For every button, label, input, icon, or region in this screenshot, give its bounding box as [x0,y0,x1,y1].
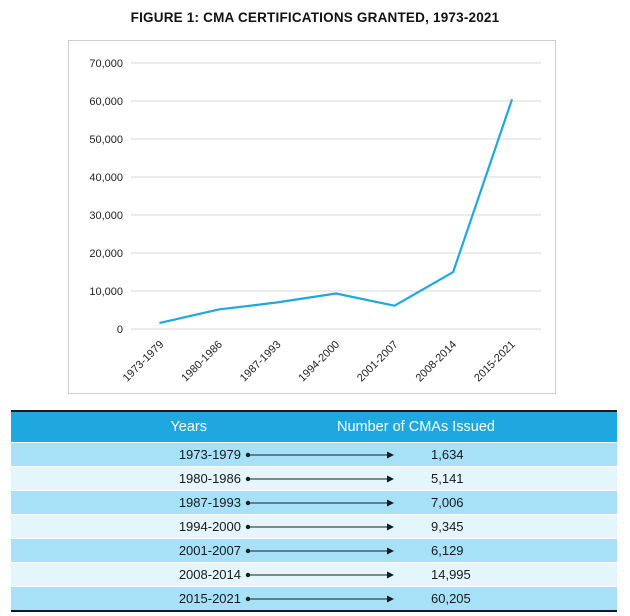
y-tick-label: 50,000 [89,134,123,146]
x-tick-label: 2008-2014 [414,339,460,385]
table-row: 2015-2021 60,205 [11,586,617,612]
row-count: 14,995 [431,562,617,587]
series-line [159,99,513,324]
row-years: 1994-2000 [11,514,245,539]
line-chart-panel: 0 10,000 20,000 30,000 40,000 50,000 60,000 70,… [68,40,556,394]
arrow-icon [245,571,394,578]
row-count: 5,141 [431,466,617,491]
table-row: 2001-2007 6,129 [11,538,617,563]
table-row: 1980-1986 5,141 [11,466,617,491]
x-tick-label: 1973-1979 [121,339,167,385]
y-tick-label: 0 [117,324,123,336]
table-body: 1973-1979 1,634 1980-1986 5,141 1987-1993 7,0… [11,442,617,612]
y-tick-label: 30,000 [89,210,123,222]
row-years: 1987-1993 [11,490,245,515]
row-count: 7,006 [431,490,617,515]
row-arrow-cell [245,442,431,467]
x-tick-label: 2015-2021 [472,339,518,385]
row-arrow-cell [245,586,431,612]
y-tick-label: 20,000 [89,248,123,260]
row-count: 1,634 [431,442,617,467]
row-years: 2008-2014 [11,562,245,587]
x-tick-label: 1994-2000 [296,339,342,385]
row-count: 6,129 [431,538,617,563]
row-arrow-cell [245,562,431,587]
table-row: 2008-2014 14,995 [11,562,617,587]
row-arrow-cell [245,466,431,491]
cma-table: Years Number of CMAs Issued 1973-1979 1,6… [11,410,617,612]
table-header-row: Years Number of CMAs Issued [11,410,617,443]
cma-table-container: Years Number of CMAs Issued 1973-1979 1,6… [11,410,617,612]
x-tick-label: 1987-1993 [238,339,284,385]
row-arrow-cell [245,490,431,515]
arrow-icon [245,451,394,458]
row-years: 1973-1979 [11,442,245,467]
row-years: 2001-2007 [11,538,245,563]
y-tick-label: 70,000 [89,58,123,70]
row-arrow-cell [245,538,431,563]
row-years: 1980-1986 [11,466,245,491]
x-tick-label: 1980-1986 [179,339,225,385]
header-count: Number of CMAs Issued [245,410,617,443]
y-tick-label: 10,000 [89,286,123,298]
arrow-icon [245,499,394,506]
row-years: 2015-2021 [11,586,245,612]
row-count: 60,205 [431,586,617,612]
arrow-icon [245,547,394,554]
arrow-icon [245,475,394,482]
y-tick-label: 40,000 [89,172,123,184]
arrow-icon [245,595,394,602]
header-years: Years [11,410,245,443]
figure-title: FIGURE 1: CMA CERTIFICATIONS GRANTED, 19… [130,10,500,25]
row-arrow-cell [245,514,431,539]
arrow-icon [245,523,394,530]
table-row: 1994-2000 9,345 [11,514,617,539]
table-row: 1973-1979 1,634 [11,442,617,467]
table-row: 1987-1993 7,006 [11,490,617,515]
x-tick-label: 2001-2007 [355,339,401,385]
row-count: 9,345 [431,514,617,539]
y-tick-label: 60,000 [89,96,123,108]
line-chart: 0 10,000 20,000 30,000 40,000 50,000 60,000 70,… [89,58,541,385]
